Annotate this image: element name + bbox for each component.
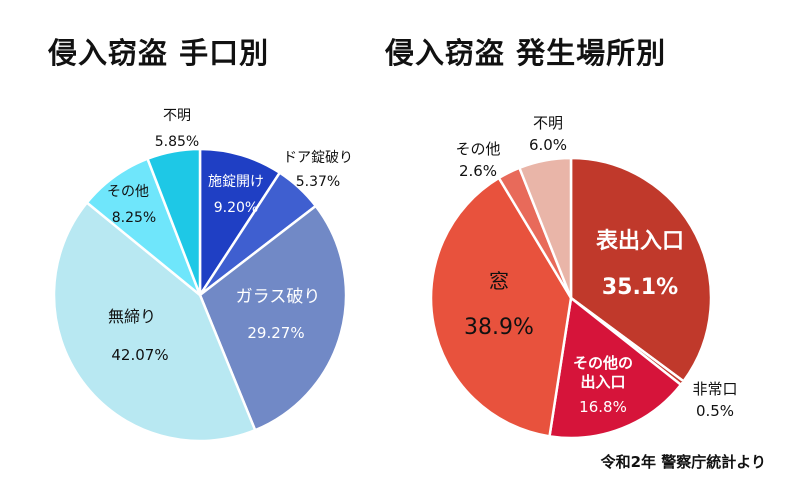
pie-slice-method-3 [52,201,257,443]
slice-value-method-3: 42.07% [111,346,168,364]
slice-name-method-5: 不明 [163,108,191,124]
pie-method: 施錠開け 9.20% ドア錠破り 5.37% ガラス破り 29.27% 無締り 42.07% そ… [52,108,353,443]
pie-slice-method-0 [198,147,282,297]
slice-value-method-0: 9.20% [214,200,258,216]
chart-title-method: 侵入窃盗 手口別 [48,36,270,70]
chart-title-location: 侵入窃盗 発生場所別 [385,36,667,70]
slice-value-method-5: 5.85% [155,134,199,150]
pie-slice-location-0 [569,156,713,383]
slice-value-method-2: 29.27% [247,324,304,342]
slice-name-location-5: 不明 [533,114,563,132]
source-note: 令和2年 警察庁統計より [600,453,766,471]
pie-slice-location-5 [518,156,573,300]
slice-name-method-3: 無締り [108,307,156,326]
slice-name-location-4: その他 [455,140,500,158]
slice-name-method-1: ドア錠破り [283,150,353,166]
slice-value-method-1: 5.37% [296,174,340,190]
slice-name-location-1: 非常口 [692,380,737,398]
slice-name-location-0: 表出入口 [596,229,684,254]
pie-slice-method-5 [146,147,202,297]
pie-slice-location-3 [429,176,573,438]
pie-slice-location-2 [548,296,683,440]
slice-name-location-2: その他の [573,354,633,372]
slice-name-method-4: その他 [107,184,149,200]
slice-value-location-5: 6.0% [529,136,567,154]
slice-name-method-0: 施錠開け [208,174,264,190]
slice-value-location-1: 0.5% [696,402,734,420]
slice-value-location-2: 16.8% [579,398,627,416]
slice-value-location-4: 2.6% [459,162,497,180]
slice-name-location-3: 窓 [489,269,509,293]
slice-name-location-2-line1: 出入口 [580,373,625,391]
pie-slice-method-2 [198,204,348,432]
slice-value-location-0: 35.1% [602,275,678,300]
slice-value-location-3: 38.9% [464,315,534,340]
slice-name-method-2: ガラス破り [236,287,321,307]
slice-value-method-4: 8.25% [112,210,156,226]
